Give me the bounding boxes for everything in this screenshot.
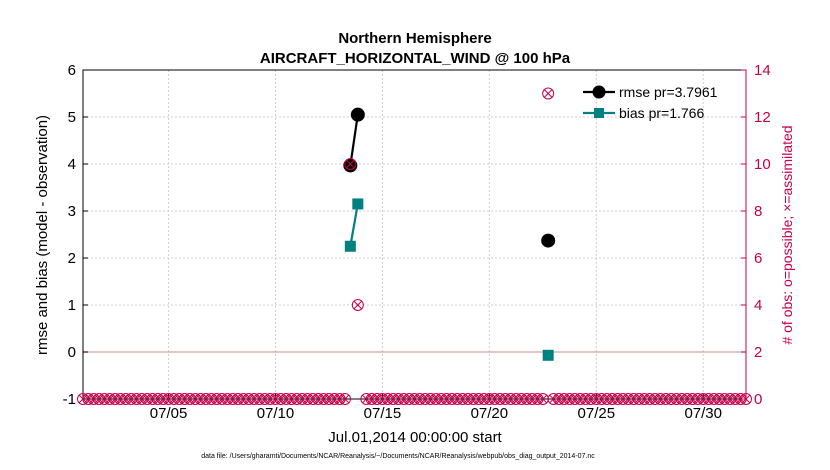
legend-label: rmse pr=3.7961: [619, 84, 718, 100]
series-bias: [344, 198, 554, 361]
series-line: [349, 203, 359, 247]
series-line: [349, 114, 359, 166]
legend-marker: [592, 85, 606, 99]
chart-title: Northern Hemisphere: [338, 30, 491, 47]
y-tick-label: 1: [68, 297, 76, 314]
right-axis-label: # of obs: o=possible; ×=assimilated: [779, 125, 795, 344]
obs-assimilated-x: [340, 394, 350, 404]
obs-possible-circle: [740, 393, 752, 405]
data-point: [352, 198, 364, 210]
x-tick-label: 07/10: [257, 405, 295, 422]
x-axis-ticks: 07/05 07/10 07/15 07/20 07/25 07/30: [150, 394, 722, 422]
x-tick-label: 07/30: [684, 405, 722, 422]
y-tick-label: 5: [68, 109, 76, 126]
right-tick-label: 14: [754, 62, 771, 79]
obs-zero-marker: [740, 393, 752, 405]
obs-possible-circle: [351, 299, 364, 311]
legend-entry: rmse pr=3.7961: [583, 84, 718, 100]
y-tick-label: 3: [68, 203, 76, 220]
legend-entry: bias pr=1.766: [583, 105, 704, 121]
right-tick-label: 2: [754, 344, 762, 361]
data-point: [344, 240, 356, 252]
y-tick-label: 2: [68, 250, 76, 267]
y-tick-label: 0: [68, 344, 76, 361]
obs-possible-circle: [338, 393, 351, 405]
y-tick-label: -1: [63, 391, 76, 408]
obs-assimilated-x: [538, 394, 548, 404]
obs-assimilated-x: [353, 300, 363, 310]
data-point: [541, 233, 556, 248]
obs-assimilated-x: [543, 89, 553, 98]
y-tick-label: 4: [68, 156, 76, 173]
data-point: [542, 349, 554, 361]
x-tick-label: 07/25: [578, 405, 616, 422]
right-tick-label: 8: [754, 203, 762, 220]
series-rmse: [343, 107, 556, 248]
right-axis-ticks: 0 2 4 6 8 10 12 14: [741, 62, 771, 408]
data-point: [350, 107, 365, 122]
obs-count-markers: [77, 393, 752, 405]
obs-possible-circle: [344, 158, 357, 170]
chart-subtitle: AIRCRAFT_HORIZONTAL_WIND @ 100 hPa: [260, 50, 571, 67]
legend-marker: [594, 108, 604, 118]
legend-label: bias pr=1.766: [619, 105, 704, 121]
y-axis-ticks: -1 0 1 2 3 4 5 6: [63, 62, 88, 408]
x-axis-label: Jul.01,2014 00:00:00 start: [328, 429, 502, 446]
x-tick-label: 07/15: [364, 405, 402, 422]
obs-zero-marker: [338, 393, 351, 405]
obs-count-point: [351, 299, 364, 311]
obs-assimilated-x: [741, 394, 751, 404]
y-axis-label: rmse and bias (model - observation): [34, 115, 51, 355]
x-tick-label: 07/20: [471, 405, 509, 422]
series-layer: [343, 107, 556, 361]
obs-assimilated-x: [345, 159, 355, 169]
x-tick-label: 07/05: [150, 405, 188, 422]
legend: rmse pr=3.7961 bias pr=1.766: [583, 84, 718, 121]
right-tick-label: 10: [754, 156, 771, 173]
right-tick-label: 0: [754, 391, 762, 408]
obs-count-point: [542, 87, 555, 100]
obs-possible-circle: [542, 87, 555, 100]
right-tick-label: 12: [754, 109, 771, 126]
obs-count-point: [344, 158, 357, 170]
right-tick-label: 4: [754, 297, 762, 314]
obs-points: [344, 87, 555, 311]
y-tick-label: 6: [68, 62, 76, 79]
right-tick-label: 6: [754, 250, 762, 267]
footnote: data file: /Users/gharamti/Documents/NCA…: [201, 453, 595, 460]
